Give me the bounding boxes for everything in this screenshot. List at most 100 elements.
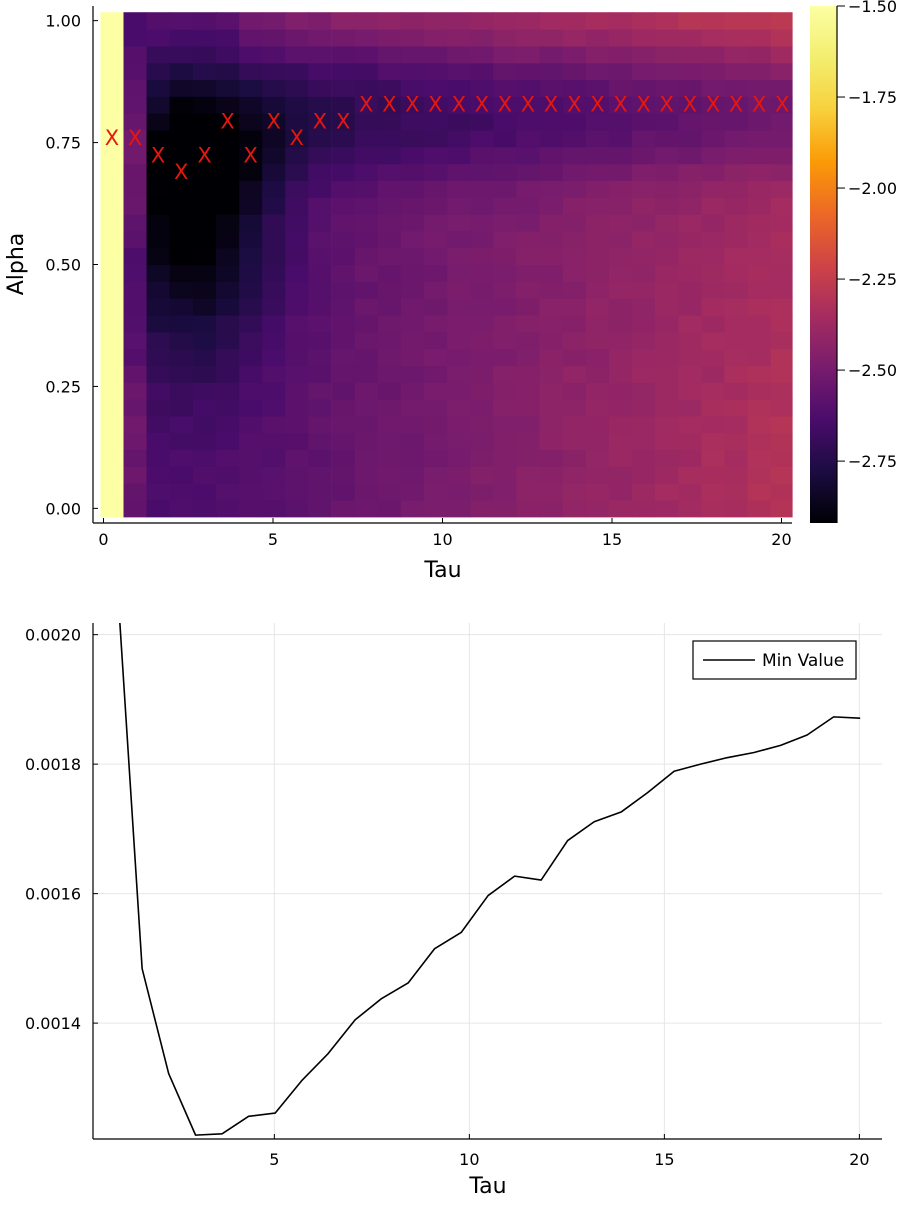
heatmap-cell bbox=[562, 466, 587, 484]
heatmap-cell bbox=[377, 264, 402, 282]
heatmap-cell bbox=[655, 382, 679, 400]
heatmap-cell bbox=[608, 62, 633, 81]
heatmap-cell bbox=[447, 129, 471, 148]
line-x-tick-label: 10 bbox=[459, 1150, 479, 1169]
colorbar-tick-label: −2.50 bbox=[848, 361, 897, 380]
heatmap-cell bbox=[423, 180, 448, 198]
heatmap-cell bbox=[308, 314, 332, 333]
heatmap-cell bbox=[377, 29, 402, 47]
heatmap-cell bbox=[239, 230, 263, 249]
heatmap-cell bbox=[216, 399, 240, 417]
heatmap-cell bbox=[262, 180, 286, 198]
heatmap-cell bbox=[400, 62, 425, 81]
heatmap-cell bbox=[400, 29, 425, 47]
heatmap-cell bbox=[632, 298, 656, 316]
heatmap-cell bbox=[585, 331, 610, 350]
heatmap-cell bbox=[423, 382, 448, 400]
heatmap-cell bbox=[770, 230, 793, 249]
heatmap-cell bbox=[470, 298, 494, 316]
heatmap-cell bbox=[516, 365, 541, 383]
heatmap-cell bbox=[470, 483, 494, 501]
heatmap-cell bbox=[423, 45, 448, 64]
heatmap-cell bbox=[655, 281, 679, 299]
heatmap-cell bbox=[655, 113, 679, 131]
heatmap-cell bbox=[239, 180, 263, 198]
heatmap-cell bbox=[262, 298, 286, 316]
heatmap-cell bbox=[585, 365, 610, 383]
heatmap-cell bbox=[747, 230, 772, 249]
heatmap-cell bbox=[655, 348, 679, 367]
heatmap-cell bbox=[678, 129, 703, 148]
heatmap-cell bbox=[169, 483, 194, 501]
heatmap-cell bbox=[608, 331, 633, 350]
heatmap-cell bbox=[100, 348, 125, 367]
heatmap-cell bbox=[724, 298, 749, 316]
heatmap-cell bbox=[516, 113, 541, 131]
heatmap-cell bbox=[400, 113, 425, 131]
heatmap-cell bbox=[585, 499, 610, 518]
heatmap-cell bbox=[146, 79, 171, 97]
heatmap-cell bbox=[470, 399, 494, 417]
heatmap-cell bbox=[377, 62, 402, 81]
minimum-marker: X bbox=[405, 93, 419, 117]
heatmap-cell bbox=[539, 96, 564, 114]
heatmap-cell bbox=[655, 29, 679, 47]
heatmap-cell bbox=[724, 96, 749, 114]
heatmap-cell bbox=[678, 298, 703, 316]
heatmap-cell bbox=[239, 29, 263, 47]
heatmap-cell bbox=[539, 230, 564, 249]
heatmap-cell bbox=[123, 163, 148, 182]
heatmap-cell bbox=[354, 483, 379, 501]
heatmap-cell bbox=[100, 12, 125, 30]
heatmap-cell bbox=[193, 449, 217, 467]
heatmap-cell bbox=[100, 29, 125, 47]
heatmap-cell bbox=[100, 314, 125, 333]
heatmap-cell bbox=[169, 214, 194, 232]
heatmap-cell bbox=[169, 382, 194, 400]
heatmap-cell bbox=[701, 247, 726, 266]
heatmap-cell bbox=[632, 12, 656, 30]
heatmap-cell bbox=[423, 432, 448, 451]
heatmap-cell bbox=[285, 399, 309, 417]
heatmap-cell bbox=[377, 96, 402, 114]
heatmap-cell bbox=[169, 331, 194, 350]
line-x-tick-label: 5 bbox=[269, 1150, 279, 1169]
heatmap-cell bbox=[239, 96, 263, 114]
heatmap-cell bbox=[516, 230, 541, 249]
heatmap-cell bbox=[423, 281, 448, 299]
heatmap-cell bbox=[770, 45, 793, 64]
heatmap-cell bbox=[331, 399, 356, 417]
heatmap-cell bbox=[423, 12, 448, 30]
heatmap-cell bbox=[632, 146, 656, 165]
heatmap-cell bbox=[470, 466, 494, 484]
heatmap-cell bbox=[770, 129, 793, 148]
heatmap-cell bbox=[585, 298, 610, 316]
heatmap-cell bbox=[678, 12, 703, 30]
heatmap-cell bbox=[100, 62, 125, 81]
heatmap-cell bbox=[655, 163, 679, 182]
heatmap-cell bbox=[539, 483, 564, 501]
heatmap-cell bbox=[100, 197, 125, 215]
heatmap-cell bbox=[354, 45, 379, 64]
heatmap-cell bbox=[100, 96, 125, 114]
heatmap-cell bbox=[608, 96, 633, 114]
heatmap-cell bbox=[747, 466, 772, 484]
heatmap-cell bbox=[608, 499, 633, 518]
heatmap-cell bbox=[354, 365, 379, 383]
heatmap-cell bbox=[724, 79, 749, 97]
heatmap-cell bbox=[539, 466, 564, 484]
heatmap-cell bbox=[678, 281, 703, 299]
heatmap-cell bbox=[423, 230, 448, 249]
heatmap-cell bbox=[770, 382, 793, 400]
heatmap-cell bbox=[608, 432, 633, 451]
heatmap-cell bbox=[747, 264, 772, 282]
heatmap-cell bbox=[285, 230, 309, 249]
line-x-tick-label: 20 bbox=[849, 1150, 869, 1169]
heatmap-cell bbox=[262, 96, 286, 114]
heatmap-cell bbox=[724, 499, 749, 518]
heatmap-cell bbox=[239, 146, 263, 165]
heatmap-cell bbox=[516, 29, 541, 47]
heatmap-cell bbox=[262, 348, 286, 367]
heatmap-cell bbox=[308, 247, 332, 266]
heatmap-cell bbox=[470, 45, 494, 64]
